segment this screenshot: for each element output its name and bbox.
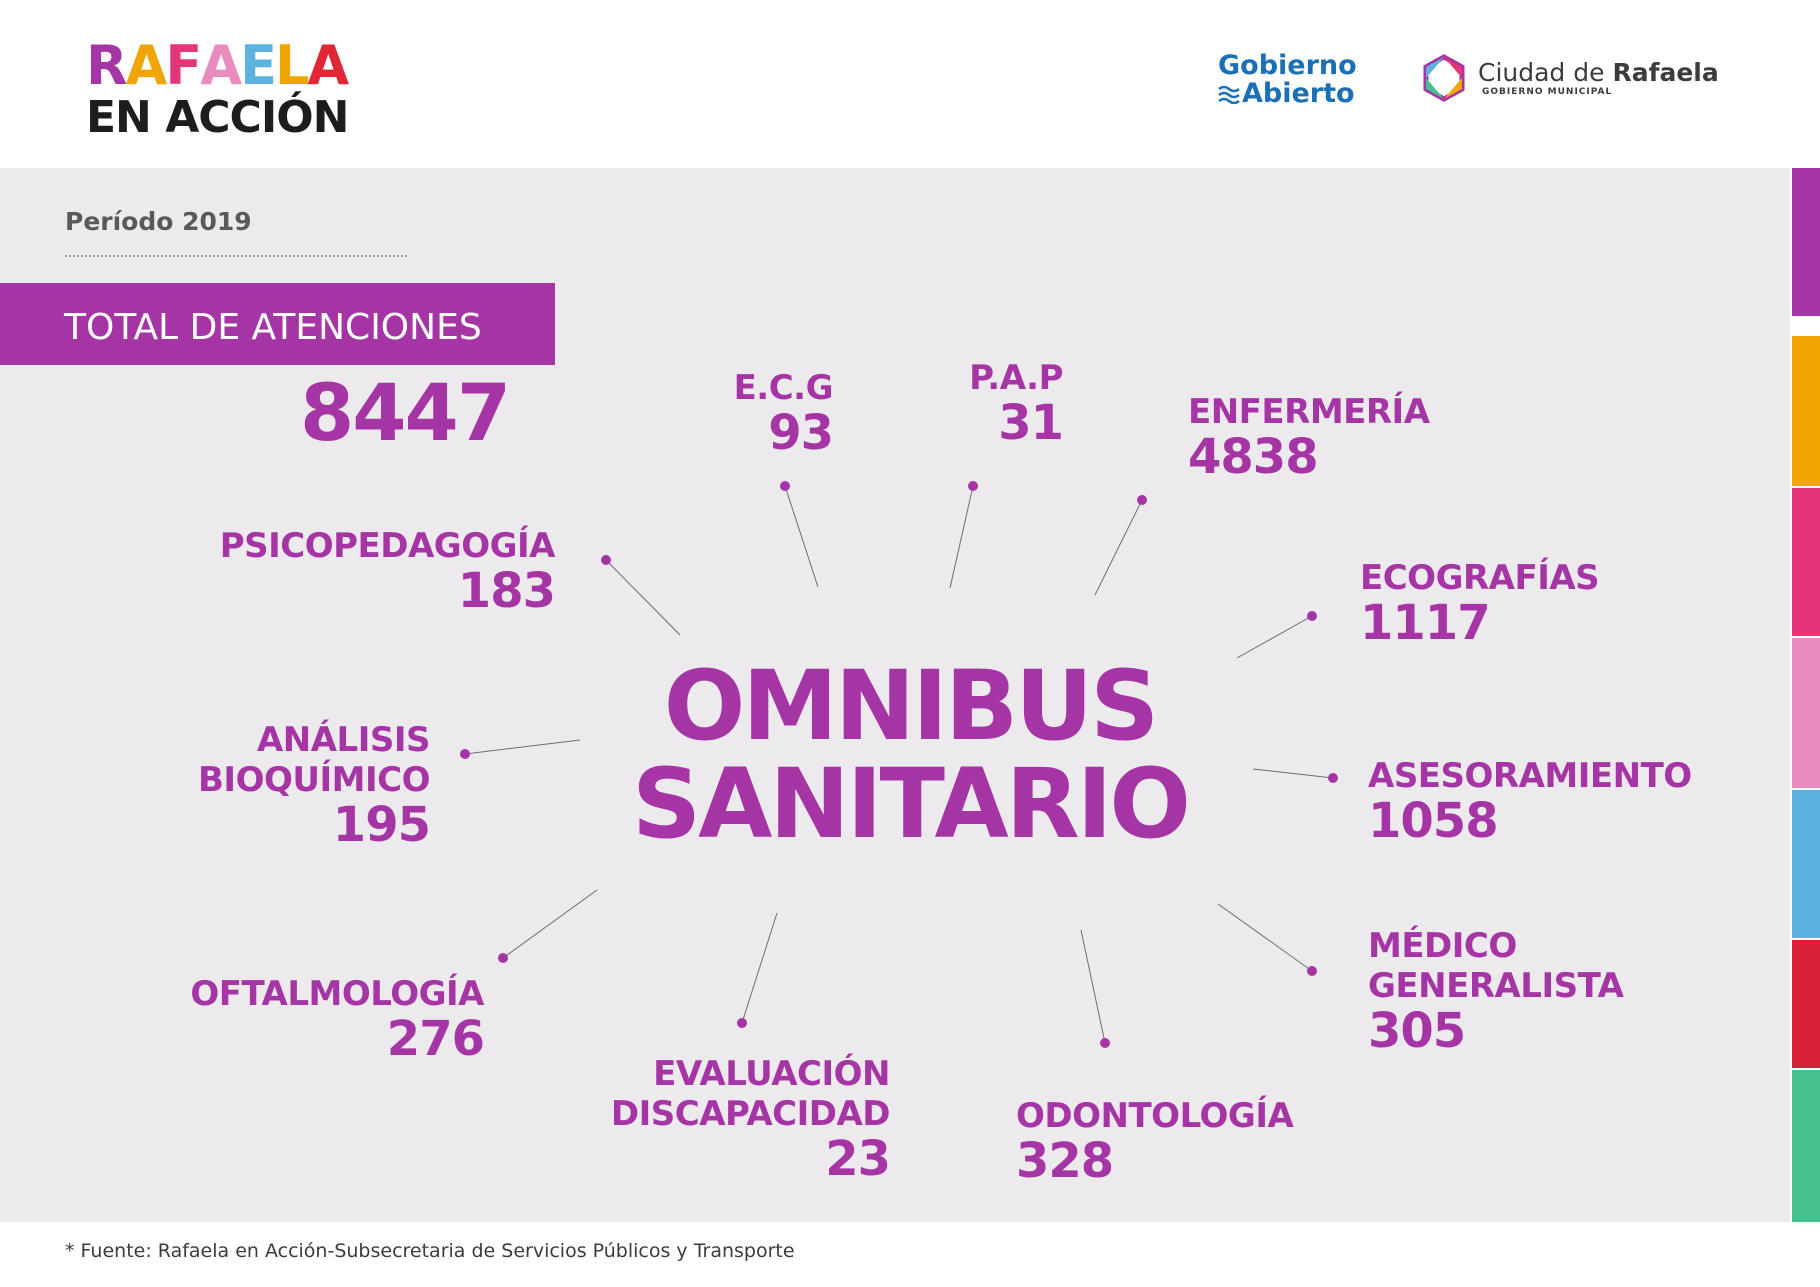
sidebar-color-block bbox=[1792, 1070, 1820, 1222]
hexagon-emblem-icon bbox=[1423, 54, 1465, 102]
ciudad-prefix: Ciudad de bbox=[1478, 58, 1613, 87]
total-value: 8447 bbox=[300, 369, 511, 459]
logo-letter: E bbox=[240, 34, 277, 97]
category-value: 183 bbox=[457, 563, 556, 619]
logo-letter: R bbox=[86, 34, 128, 97]
gobierno-abierto-line1: Gobierno bbox=[1218, 50, 1357, 81]
source-footnote: * Fuente: Rafaela en Acción-Subsecretari… bbox=[65, 1240, 795, 1262]
total-banner bbox=[0, 283, 555, 365]
category-label: E.C.G bbox=[733, 368, 834, 408]
logo-letter: A bbox=[125, 34, 168, 97]
category-label: DISCAPACIDAD bbox=[610, 1094, 891, 1134]
logo-letter: F bbox=[165, 34, 202, 97]
category-value: 23 bbox=[825, 1131, 891, 1187]
category-psicopedagogia: PSICOPEDAGOGÍA 183 bbox=[219, 526, 556, 619]
gobierno-abierto-logo: Gobierno Abierto bbox=[1218, 52, 1357, 108]
logo-letter: L bbox=[274, 34, 309, 97]
category-oftalmologia: OFTALMOLOGÍA 276 bbox=[190, 974, 485, 1067]
category-label: ODONTOLOGÍA bbox=[1016, 1096, 1294, 1136]
category-value: 195 bbox=[332, 797, 431, 853]
gobierno-abierto-line2: Abierto bbox=[1242, 78, 1355, 109]
category-label: ASESORAMIENTO bbox=[1368, 756, 1692, 796]
period-label: Período 2019 bbox=[65, 207, 252, 236]
logo-subtitle: EN ACCIÓN bbox=[86, 92, 349, 143]
category-enfermeria: ENFERMERÍA 4838 bbox=[1188, 392, 1430, 482]
category-value: 1117 bbox=[1360, 595, 1491, 651]
category-label: P.A.P bbox=[969, 358, 1063, 398]
category-label: ECOGRAFÍAS bbox=[1360, 558, 1600, 598]
sidebar-color-block bbox=[1792, 940, 1820, 1068]
category-label: BIOQUÍMICO bbox=[198, 760, 430, 800]
category-value: 4838 bbox=[1188, 429, 1319, 485]
category-evaluacion: EVALUACIÓN DISCAPACIDAD 23 bbox=[610, 1054, 891, 1187]
ciudad-subtitle: GOBIERNO MUNICIPAL bbox=[1482, 87, 1613, 97]
category-label: MÉDICO bbox=[1368, 926, 1517, 966]
dotted-divider bbox=[65, 255, 407, 257]
category-asesoramiento: ASESORAMIENTO 1058 bbox=[1368, 756, 1692, 846]
category-medico: MÉDICO GENERALISTA 305 bbox=[1368, 926, 1624, 1059]
category-label: PSICOPEDAGOGÍA bbox=[219, 526, 556, 566]
category-value: 93 bbox=[768, 405, 834, 461]
category-label: OFTALMOLOGÍA bbox=[190, 974, 484, 1014]
category-analisis: ANÁLISIS BIOQUÍMICO 195 bbox=[198, 720, 431, 853]
logo-letter: A bbox=[307, 34, 349, 97]
category-label: EVALUACIÓN bbox=[653, 1054, 890, 1094]
sidebar-color-block bbox=[1792, 336, 1820, 486]
category-ecg: E.C.G 93 bbox=[733, 368, 834, 461]
center-title-line1: OMNIBUS bbox=[663, 650, 1159, 762]
sidebar-color-block bbox=[1792, 488, 1820, 636]
category-label: ANÁLISIS bbox=[256, 720, 431, 760]
sidebar-color-block bbox=[1792, 168, 1820, 316]
category-value: 1058 bbox=[1368, 793, 1499, 849]
category-label: GENERALISTA bbox=[1368, 966, 1624, 1006]
total-label: TOTAL DE ATENCIONES bbox=[64, 307, 482, 348]
category-value: 31 bbox=[998, 395, 1064, 451]
category-ecografias: ECOGRAFÍAS 1117 bbox=[1360, 558, 1600, 651]
category-pap: P.A.P 31 bbox=[969, 358, 1064, 451]
center-title-line2: SANITARIO bbox=[631, 748, 1191, 860]
ciudad-name: Rafaela bbox=[1612, 58, 1719, 87]
category-value: 328 bbox=[1016, 1133, 1114, 1189]
color-sidebar bbox=[1792, 168, 1820, 1222]
logo-letter: A bbox=[200, 34, 242, 97]
ciudad-de-rafaela-logo: Ciudad de Rafaela GOBIERNO MUNICIPAL bbox=[1420, 54, 1719, 102]
center-title: OMNIBUS SANITARIO bbox=[560, 658, 1260, 854]
category-label: ENFERMERÍA bbox=[1188, 392, 1430, 432]
sidebar-color-block bbox=[1792, 638, 1820, 788]
category-odontologia: ODONTOLOGÍA 328 bbox=[1016, 1096, 1294, 1189]
category-value: 276 bbox=[386, 1011, 485, 1067]
waves-icon bbox=[1218, 85, 1240, 104]
sidebar-color-block bbox=[1792, 790, 1820, 938]
category-value: 305 bbox=[1368, 1003, 1466, 1059]
